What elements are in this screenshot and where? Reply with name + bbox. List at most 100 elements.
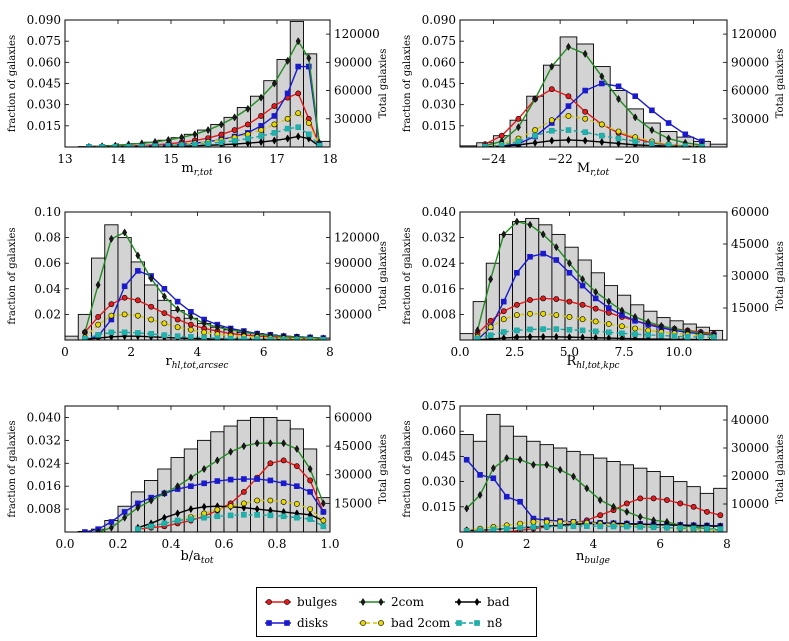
series-line-2com — [484, 45, 703, 147]
x-axis-label: nbulge — [576, 549, 610, 566]
series-point-n8 — [174, 333, 181, 339]
series-point-n8 — [632, 331, 638, 338]
series-point-bad — [295, 132, 301, 141]
y-tick-label: 0.075 — [422, 399, 456, 413]
series-point-bad-2com — [582, 115, 589, 122]
series-point-bad-2com — [148, 316, 155, 323]
series-point-2com — [490, 464, 496, 473]
series-point-n8 — [606, 329, 612, 336]
y2-axis-label: Total galaxies — [378, 434, 389, 504]
series-point-n8 — [682, 143, 689, 147]
legend-point — [360, 597, 366, 607]
series-point-bulges — [134, 297, 141, 304]
x-axis-label-main: b/a — [180, 549, 201, 564]
series-point-bulges — [548, 86, 555, 93]
series-point-disks — [514, 269, 520, 276]
legend-item-bulges: bulges — [263, 592, 337, 612]
series-point-bulges — [95, 314, 102, 320]
x-tick-label: 17 — [269, 152, 284, 166]
series-point-bulges — [565, 93, 572, 100]
series-point-2com — [320, 499, 326, 508]
series-point-n8 — [711, 334, 717, 340]
legend-marker-bad — [455, 597, 481, 607]
series-point-n8 — [280, 336, 287, 340]
x-axis-label: mr,tot — [181, 161, 213, 178]
series-point-n8 — [245, 135, 251, 142]
series-point-bad — [582, 136, 588, 145]
series-point-n8 — [540, 326, 546, 332]
series-point-disks — [490, 475, 497, 482]
series-point-2com — [95, 527, 101, 532]
y-tick-label: 0.040 — [27, 410, 61, 424]
y2-tick-label: 20000 — [731, 469, 769, 483]
y2-tick-label: 30000 — [731, 441, 769, 455]
series-point-2com — [258, 93, 264, 102]
x-tick-label: 0.6 — [214, 537, 233, 551]
series-point-bulges — [267, 460, 274, 467]
series-point-bad-2com — [187, 326, 194, 333]
panel-2: −24 −22 −20 −18 0.015 0.030 0.045 0.060 0.075 0.0… — [402, 13, 786, 178]
series-point-n8 — [697, 334, 704, 340]
series-point-bad-2com — [258, 127, 264, 133]
series-point-2com — [135, 251, 141, 260]
series-point-2com — [108, 523, 114, 532]
series-point-disks — [632, 93, 639, 99]
y-tick-label: 0.032 — [27, 433, 61, 447]
series-point-n8 — [582, 129, 588, 135]
y-tick-label: 0.075 — [422, 34, 456, 48]
series-point-2com — [122, 228, 128, 237]
x-tick-label: 4 — [590, 537, 598, 551]
y-tick-label: 0.015 — [422, 119, 456, 133]
series-point-n8 — [579, 327, 586, 334]
series-point-bad — [175, 509, 181, 518]
series-point-n8 — [477, 527, 483, 532]
series-point-bulges — [258, 113, 264, 119]
series-point-disks — [477, 472, 483, 478]
x-tick-label: 0.0 — [55, 537, 74, 551]
series-point-bulges — [717, 512, 724, 519]
series-point-2com — [201, 319, 207, 328]
series-point-bad — [241, 503, 247, 512]
series-point-2com — [549, 62, 555, 71]
series-point-bad-2com — [500, 316, 507, 323]
series-point-bad-2com — [592, 318, 599, 325]
hist-bar — [538, 224, 553, 340]
y-axis-label: fraction of galaxies — [7, 227, 18, 324]
y-tick-label: 0.10 — [34, 205, 61, 219]
series-point-n8 — [548, 127, 555, 134]
series-point-n8 — [284, 125, 291, 132]
series-point-bad-2com — [174, 324, 181, 331]
series-point-bad-2com — [161, 320, 168, 327]
x-tick-label: −24 — [481, 152, 507, 166]
series-point-disks — [294, 483, 300, 489]
series-point-disks — [665, 120, 672, 126]
series-point-n8 — [645, 332, 652, 338]
series-point-bulges — [592, 305, 599, 312]
series-point-bad-2com — [553, 312, 560, 318]
x-axis-label-main: m — [181, 161, 193, 176]
series-point-bad-2com — [487, 324, 494, 331]
series-point-2com — [532, 94, 538, 104]
x-tick-label: 0.8 — [267, 537, 286, 551]
series-point-bulges — [637, 495, 644, 502]
series-point-disks — [271, 113, 278, 119]
legend-marker-n8 — [455, 620, 481, 626]
y-tick-label: 0.045 — [422, 77, 456, 91]
series-point-disks — [566, 269, 573, 276]
x-axis-label-main: n — [576, 549, 585, 564]
legend-marker-2com — [359, 597, 385, 607]
series-point-2com — [214, 323, 220, 332]
y2-tick-label: 45000 — [334, 439, 372, 453]
series-point-bad-2com — [271, 121, 278, 128]
y2-tick-label: 60000 — [731, 84, 769, 98]
series-point-2com — [606, 297, 612, 306]
series-point-n8 — [610, 523, 617, 530]
series-point-bad-2com — [121, 311, 128, 318]
x-tick-label: 8 — [723, 537, 731, 551]
legend-label-bad: bad — [487, 595, 510, 609]
series-point-bad — [599, 137, 605, 147]
series-point-disks — [201, 480, 207, 487]
series-point-bad-2com — [598, 121, 605, 128]
y2-tick-label: 40000 — [731, 413, 769, 427]
y-tick-label: 0.045 — [27, 77, 61, 91]
